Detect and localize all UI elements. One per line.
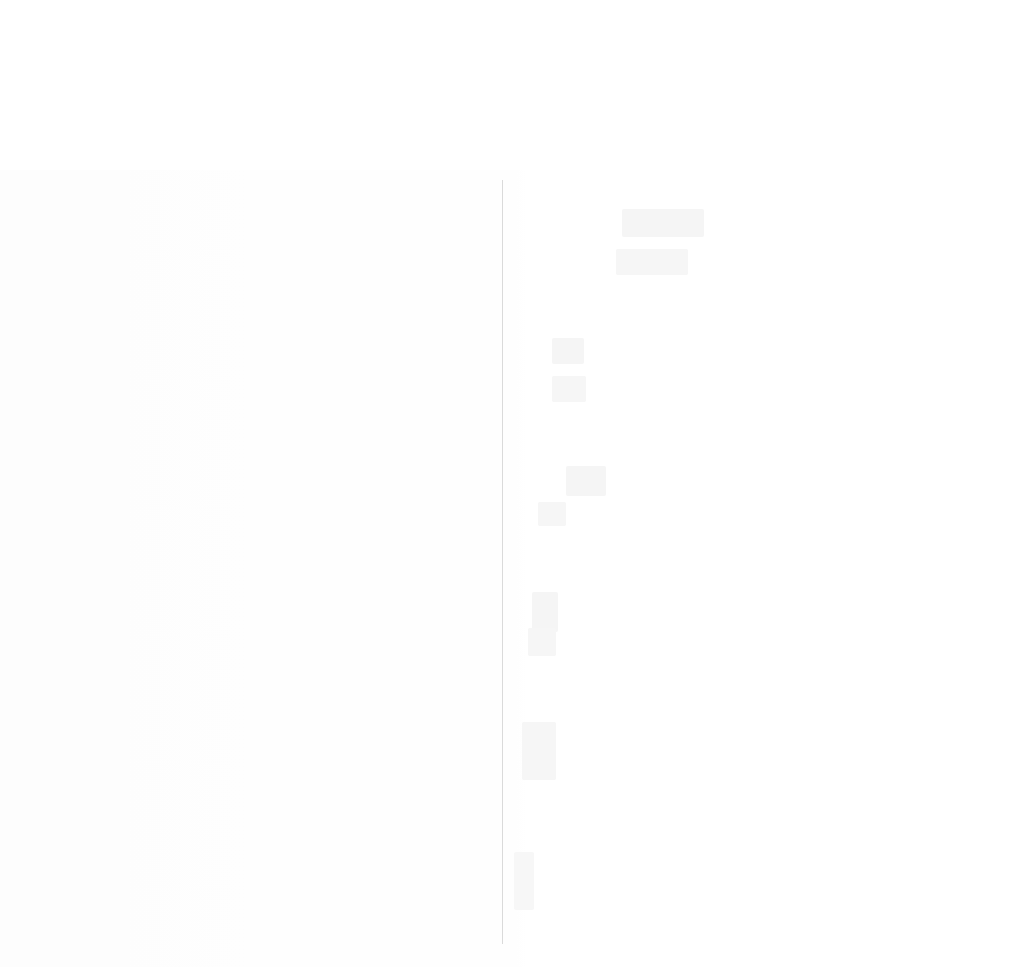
header-area [0, 0, 1033, 170]
placeholder-block-9 [522, 722, 556, 780]
placeholder-block-7 [532, 592, 558, 632]
panel-divider [502, 180, 503, 944]
right-panel [504, 180, 1033, 944]
placeholder-block-6 [538, 502, 566, 526]
placeholder-block-3 [552, 338, 584, 364]
placeholder-block-5 [566, 466, 606, 496]
left-panel [0, 180, 501, 944]
placeholder-block-4 [552, 376, 586, 402]
placeholder-block-8 [528, 628, 556, 656]
placeholder-block-2 [616, 249, 688, 275]
placeholder-block-1 [622, 209, 704, 237]
placeholder-block-10 [514, 852, 534, 910]
